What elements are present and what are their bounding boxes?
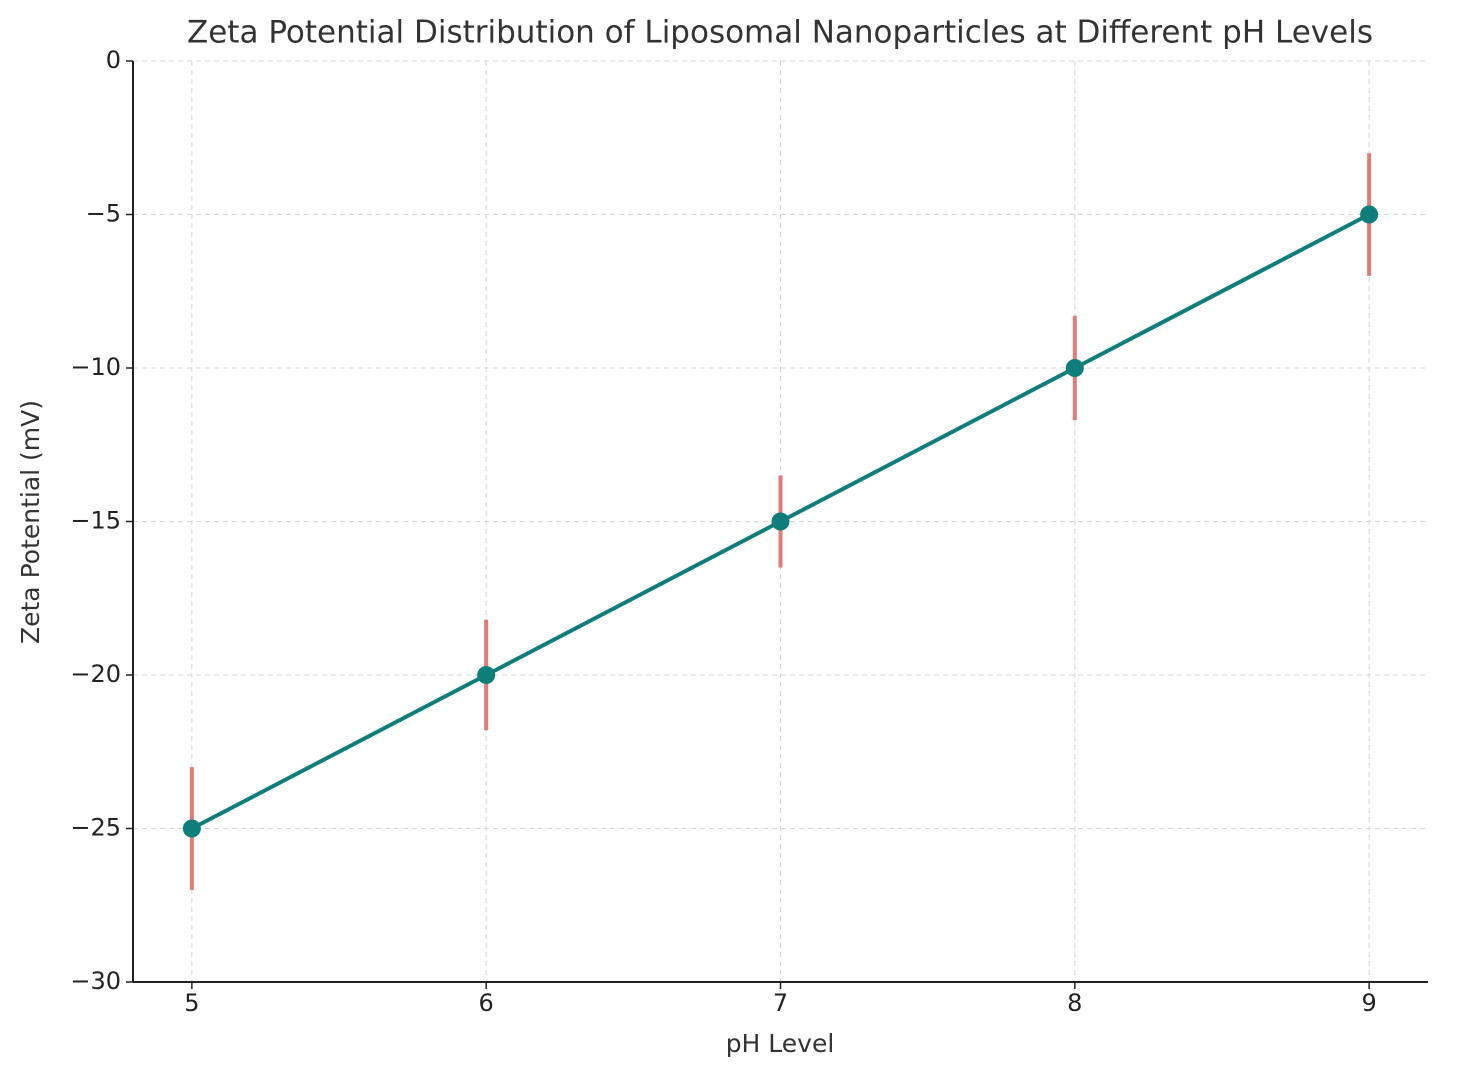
x-axis-label: pH Level [726, 1029, 835, 1058]
chart-title: Zeta Potential Distribution of Liposomal… [187, 15, 1373, 51]
x-tick-label: 6 [479, 989, 494, 1017]
y-tick-label: −20 [70, 660, 121, 688]
x-tick-label: 8 [1067, 989, 1082, 1017]
data-point [182, 819, 201, 838]
y-tick-label: −30 [70, 967, 121, 995]
x-tick-label: 9 [1361, 989, 1376, 1017]
y-tick-label: −15 [70, 507, 121, 535]
data-point [477, 666, 496, 684]
data-point [1360, 205, 1379, 224]
data-point [771, 512, 790, 531]
data-point [1065, 359, 1084, 377]
y-axis-label: Zeta Potential (mV) [16, 400, 45, 644]
y-tick-label: −25 [70, 814, 121, 842]
y-tick-label: −10 [70, 353, 121, 381]
y-tick-label: 0 [106, 46, 121, 74]
x-tick-label: 7 [773, 989, 788, 1017]
y-tick-label: −5 [86, 200, 121, 228]
x-tick-label: 5 [184, 989, 199, 1017]
